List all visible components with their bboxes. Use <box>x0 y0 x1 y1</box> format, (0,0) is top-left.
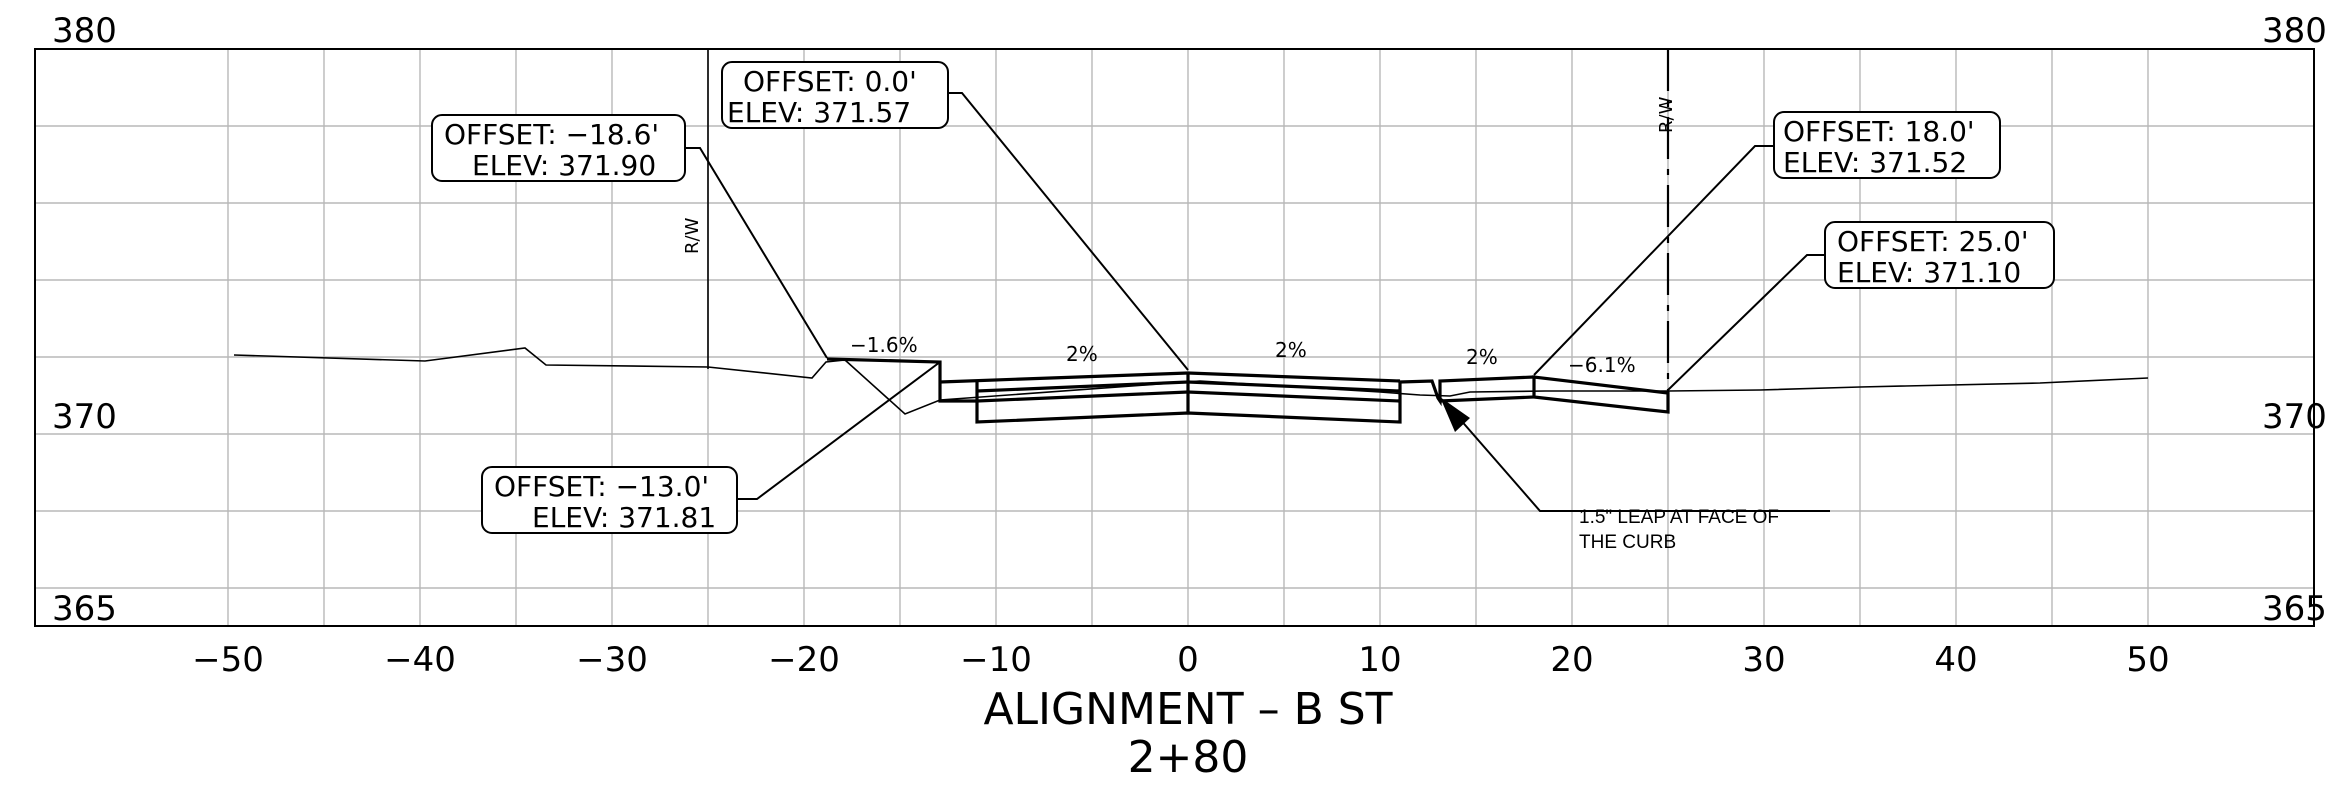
callout-elev-text: ELEV: 371.90 <box>472 149 656 182</box>
alignment-title: ALIGNMENT – B ST <box>983 684 1392 735</box>
offset-tick-label: 20 <box>1550 640 1593 680</box>
slope-label: 2% <box>1275 338 1307 362</box>
offset-axis: −50 −40 −30 −20 −10 0 10 20 30 40 50 <box>192 640 2170 680</box>
pavement-layer-3 <box>976 390 1189 403</box>
pavement-layer-4 <box>1187 390 1401 403</box>
right-shoulder <box>1439 375 1670 414</box>
offset-tick-label: −30 <box>576 640 648 680</box>
callout-offset-0: OFFSET: 0.0' ELEV: 371.57 <box>721 61 949 129</box>
callout-elev-text: ELEV: 371.52 <box>1783 146 1967 179</box>
right-of-way-label-left: R/W <box>682 217 703 254</box>
callout-box <box>1824 221 2055 289</box>
plot-frame <box>34 48 2315 627</box>
callout-offset-text: OFFSET: 18.0' <box>1783 115 1975 148</box>
curb-note-line-1: 1.5" LEAP AT FACE OF <box>1579 507 1779 528</box>
callout-offset-text: OFFSET: 0.0' <box>743 65 917 98</box>
station-label: 2+80 <box>1128 732 1249 783</box>
callout-offset-minus-18-6: OFFSET: −18.6' ELEV: 371.90 <box>431 114 686 182</box>
callout-leader <box>948 92 1189 371</box>
elevation-label-right-380: 380 <box>2262 11 2327 51</box>
curb-note: 1.5" LEAP AT FACE OF THE CURB <box>1440 397 1830 553</box>
elevation-label-left-365: 365 <box>52 589 117 629</box>
slope-label: −6.1% <box>1568 353 1636 377</box>
callout-offset-text: OFFSET: 25.0' <box>1837 225 2029 258</box>
slope-label: 2% <box>1466 345 1498 369</box>
pavement-surface-right <box>1187 371 1401 383</box>
curb-note-line-2: THE CURB <box>1579 532 1676 553</box>
offset-tick-label: −40 <box>384 640 456 680</box>
callout-leader <box>1533 145 1774 376</box>
elevation-label-right-365: 365 <box>2262 589 2327 629</box>
curb-note-arrowhead <box>1440 397 1470 432</box>
callout-offset-minus-13: OFFSET: −13.0' ELEV: 371.81 <box>481 466 738 534</box>
callout-offset-18: OFFSET: 18.0' ELEV: 371.52 <box>1773 111 2001 179</box>
callout-elev-text: ELEV: 371.57 <box>727 96 911 129</box>
right-of-way-label-right: R/W <box>1656 96 1677 133</box>
pavement-layer-2 <box>1187 380 1401 393</box>
callout-box <box>721 61 949 129</box>
curb-note-leader <box>1444 401 1830 512</box>
pavement-surface-left <box>939 371 1189 384</box>
elevation-label-right-370: 370 <box>2262 397 2327 437</box>
callout-leader <box>1667 254 1825 391</box>
offset-tick-label: −50 <box>192 640 264 680</box>
callout-box <box>481 466 738 534</box>
callout-box <box>1773 111 2001 179</box>
offset-tick-label: 10 <box>1358 640 1401 680</box>
offset-tick-label: −10 <box>960 640 1032 680</box>
callout-elev-text: ELEV: 371.10 <box>1837 256 2021 289</box>
offset-tick-label: −20 <box>768 640 840 680</box>
callout-box <box>431 114 686 182</box>
callout-offset-text: OFFSET: −18.6' <box>444 118 659 151</box>
callout-offset-25: OFFSET: 25.0' ELEV: 371.10 <box>1824 221 2055 289</box>
slope-label: 2% <box>1066 342 1098 366</box>
offset-tick-label: 30 <box>1742 640 1785 680</box>
elevation-label-left-380: 380 <box>52 11 117 51</box>
callout-leader <box>737 361 941 500</box>
callout-elev-text: ELEV: 371.81 <box>532 501 716 534</box>
callout-leader <box>685 147 828 359</box>
slope-label: −1.6% <box>850 333 918 357</box>
pavement-layer-1 <box>976 380 1189 393</box>
proposed-section <box>826 357 1670 424</box>
right-gutter <box>1399 375 1535 407</box>
offset-tick-label: 40 <box>1934 640 1977 680</box>
offset-tick-label: 50 <box>2126 640 2169 680</box>
elevation-label-left-370: 370 <box>52 397 117 437</box>
offset-tick-label: 0 <box>1177 640 1199 680</box>
callout-offset-text: OFFSET: −13.0' <box>494 470 709 503</box>
